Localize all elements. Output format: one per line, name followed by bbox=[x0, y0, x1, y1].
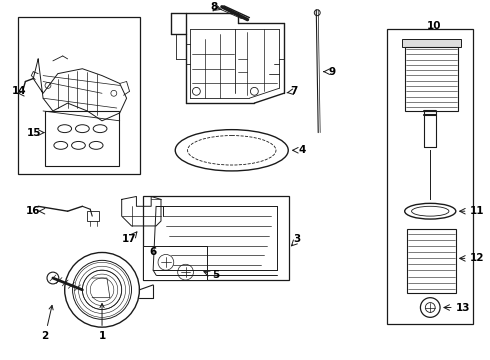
Ellipse shape bbox=[412, 206, 449, 216]
Text: 17: 17 bbox=[122, 234, 137, 244]
Text: 14: 14 bbox=[12, 86, 26, 96]
Text: 10: 10 bbox=[427, 22, 441, 31]
Circle shape bbox=[47, 272, 59, 284]
Text: 2: 2 bbox=[42, 305, 53, 341]
Ellipse shape bbox=[175, 130, 288, 171]
Bar bbox=[143, 197, 289, 280]
Ellipse shape bbox=[75, 125, 89, 132]
Circle shape bbox=[425, 303, 435, 312]
Text: 1: 1 bbox=[98, 303, 106, 341]
Text: 13: 13 bbox=[456, 302, 470, 312]
Bar bbox=[402, 39, 461, 47]
Bar bbox=[143, 246, 207, 280]
Ellipse shape bbox=[58, 125, 72, 132]
Ellipse shape bbox=[72, 141, 85, 149]
Circle shape bbox=[193, 87, 200, 95]
Text: 3: 3 bbox=[294, 234, 301, 244]
Bar bbox=[405, 47, 458, 111]
Circle shape bbox=[158, 255, 174, 270]
Circle shape bbox=[65, 252, 139, 327]
Text: 12: 12 bbox=[469, 253, 484, 264]
Circle shape bbox=[45, 82, 51, 88]
Circle shape bbox=[73, 260, 131, 319]
Bar bbox=[87, 211, 99, 221]
Circle shape bbox=[314, 10, 320, 15]
Ellipse shape bbox=[93, 125, 107, 132]
Ellipse shape bbox=[54, 141, 68, 149]
Text: 4: 4 bbox=[298, 145, 306, 155]
Text: 7: 7 bbox=[291, 86, 298, 96]
Circle shape bbox=[250, 87, 258, 95]
Text: 8: 8 bbox=[211, 2, 218, 12]
Ellipse shape bbox=[89, 141, 103, 149]
Bar bbox=[387, 30, 473, 324]
Circle shape bbox=[420, 298, 440, 317]
Ellipse shape bbox=[188, 136, 276, 165]
Bar bbox=[45, 111, 119, 166]
Text: 15: 15 bbox=[26, 127, 41, 138]
Text: 6: 6 bbox=[149, 247, 156, 257]
Ellipse shape bbox=[405, 203, 456, 219]
Circle shape bbox=[178, 264, 194, 280]
Circle shape bbox=[111, 90, 117, 96]
Text: 5: 5 bbox=[212, 270, 220, 280]
Text: 9: 9 bbox=[328, 67, 335, 77]
Bar bbox=[407, 229, 456, 293]
Circle shape bbox=[82, 270, 122, 310]
Bar bbox=[18, 17, 140, 174]
Circle shape bbox=[181, 267, 191, 277]
Text: 11: 11 bbox=[469, 206, 484, 216]
Circle shape bbox=[161, 257, 171, 267]
Text: 16: 16 bbox=[25, 206, 40, 216]
